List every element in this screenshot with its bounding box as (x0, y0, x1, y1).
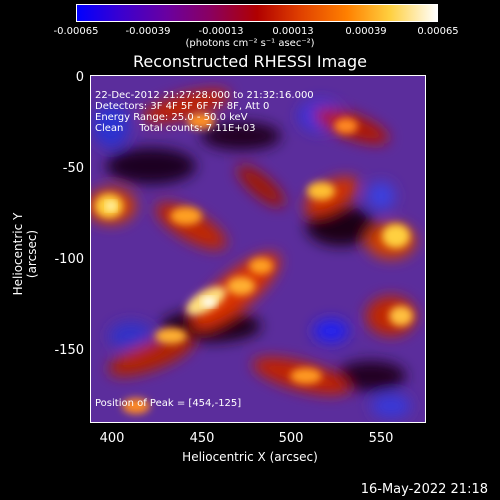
info-counts: Clean Total counts: 7.11E+03 (95, 123, 256, 134)
rhessi-image: 22-Dec-2012 21:27:28.000 to 21:32:16.000… (90, 75, 426, 423)
x-tick: 450 (189, 431, 215, 446)
peak-position: Position of Peak = [454,-125] (95, 398, 242, 409)
colorbar-units: (photons cm⁻² s⁻¹ asec⁻²) (185, 38, 315, 49)
y-axis-label: Heliocentric Y (arcsec) (11, 212, 39, 296)
colorbar-tick: 0.00065 (417, 26, 459, 37)
y-tick: -50 (62, 161, 84, 176)
colorbar-tick: -0.00065 (53, 26, 99, 37)
render-timestamp: 16-May-2022 21:18 (360, 482, 488, 497)
colorbar-tick: 0.00013 (272, 26, 314, 37)
colorbar-tick: 0.00039 (345, 26, 387, 37)
x-tick: 550 (368, 431, 394, 446)
x-axis-label: Heliocentric X (arcsec) (182, 450, 318, 464)
x-tick: 500 (278, 431, 304, 446)
colorbar-tick: -0.00039 (125, 26, 171, 37)
y-tick: -150 (54, 343, 84, 358)
colorbar (76, 4, 438, 22)
info-detectors: Detectors: 3F 4F 5F 6F 7F 8F, Att 0 (95, 101, 270, 112)
info-time-range: 22-Dec-2012 21:27:28.000 to 21:32:16.000 (95, 90, 314, 101)
info-energy-range: Energy Range: 25.0 - 50.0 keV (95, 112, 248, 123)
colorbar-tick: -0.00013 (198, 26, 244, 37)
intensity-map (91, 76, 425, 422)
image-title: Reconstructed RHESSI Image (133, 52, 367, 71)
y-tick: -100 (54, 252, 84, 267)
y-tick: 0 (75, 70, 84, 85)
x-tick: 400 (99, 431, 125, 446)
